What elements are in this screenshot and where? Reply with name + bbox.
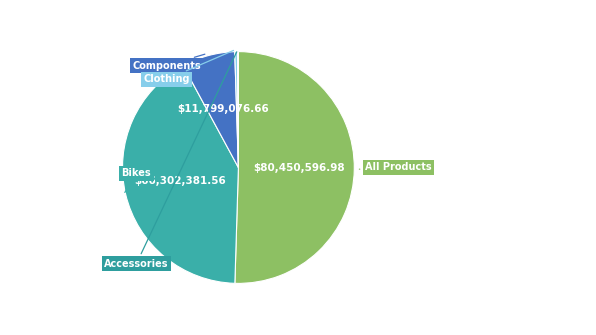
Text: All Products: All Products <box>359 162 432 173</box>
Wedge shape <box>235 52 238 168</box>
Wedge shape <box>123 66 238 283</box>
Text: Accessories: Accessories <box>104 52 237 269</box>
Text: $66,302,381.56: $66,302,381.56 <box>134 177 226 186</box>
Wedge shape <box>183 52 238 168</box>
Text: $11,799,076.66: $11,799,076.66 <box>177 104 269 114</box>
Wedge shape <box>235 52 354 283</box>
Text: $80,450,596.98: $80,450,596.98 <box>253 163 344 174</box>
Text: Components: Components <box>132 54 205 71</box>
Text: Bikes: Bikes <box>122 168 151 192</box>
Text: Clothing: Clothing <box>143 51 234 84</box>
Wedge shape <box>237 52 238 168</box>
